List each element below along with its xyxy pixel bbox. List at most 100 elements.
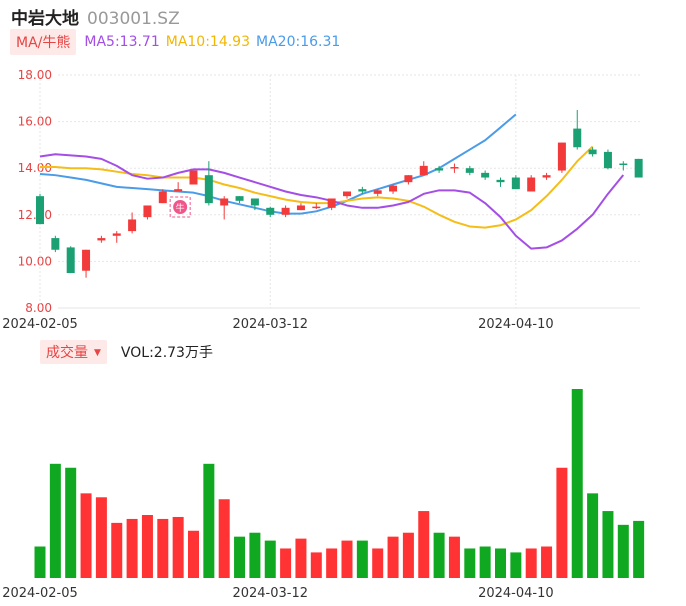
stock-header: 中岩大地 003001.SZ xyxy=(11,4,180,29)
volume-x-tick-label: 2024-04-10 xyxy=(478,586,554,601)
candle xyxy=(51,238,60,250)
candle xyxy=(97,238,106,241)
ma20-value: MA20:16.31 xyxy=(256,34,341,50)
volume-bar xyxy=(418,511,430,578)
x-tick-label: 2024-03-12 xyxy=(232,317,308,332)
volume-bar xyxy=(157,518,169,578)
candle xyxy=(573,128,582,148)
y-tick-label: 8.00 xyxy=(25,301,52,315)
candle xyxy=(511,177,520,190)
candle xyxy=(542,175,551,178)
candle xyxy=(481,172,490,178)
candle xyxy=(419,165,428,176)
candle xyxy=(112,233,121,236)
volume-value: VOL:2.73万手 xyxy=(120,345,213,361)
y-tick-label: 16.00 xyxy=(18,115,52,129)
candle xyxy=(389,185,398,192)
volume-bar xyxy=(264,540,276,578)
volume-bar xyxy=(556,467,568,578)
candle xyxy=(36,196,44,225)
bull-icon-label: 牛 xyxy=(176,202,185,214)
volume-x-tick-label: 2024-02-05 xyxy=(2,586,78,601)
volume-bar xyxy=(295,538,307,578)
volume-bar xyxy=(249,532,261,578)
x-tick-label: 2024-04-10 xyxy=(478,317,554,332)
volume-legend: 成交量 ▼ VOL:2.73万手 xyxy=(40,340,213,364)
volume-bar xyxy=(126,518,138,578)
candle xyxy=(634,158,643,178)
candle xyxy=(527,177,536,192)
volume-bar xyxy=(141,515,153,578)
ma-indicator-selector[interactable]: MA/牛熊 xyxy=(10,29,77,55)
candle xyxy=(327,198,336,208)
y-tick-label: 12.00 xyxy=(18,208,52,222)
volume-indicator-selector[interactable]: 成交量 ▼ xyxy=(40,340,107,364)
bull-icon-badge xyxy=(173,200,188,214)
ma5-value: MA5:13.71 xyxy=(84,34,160,50)
volume-bar xyxy=(479,546,491,578)
candle xyxy=(143,205,152,218)
volume-bar xyxy=(495,548,506,578)
candle xyxy=(435,168,444,171)
candle xyxy=(220,198,229,206)
candle xyxy=(373,190,382,194)
price-chart[interactable]: 8.00 10.00 12.00 14.00 16.00 18.00 2024-02-05 2… xyxy=(0,0,686,340)
volume-tag-label: 成交量 xyxy=(46,345,88,361)
volume-bar xyxy=(571,389,583,578)
volume-bar xyxy=(448,536,460,578)
volume-bar xyxy=(218,499,230,578)
volume-bar xyxy=(111,522,123,578)
volume-bar xyxy=(510,552,522,578)
bull-icon-frame xyxy=(169,196,191,218)
candle xyxy=(358,189,367,192)
candle xyxy=(603,151,612,169)
candle xyxy=(235,196,244,201)
x-tick-label: 2024-02-05 xyxy=(2,317,78,332)
volume-bar xyxy=(387,536,399,578)
candle xyxy=(189,170,198,185)
volume-bar xyxy=(602,511,614,578)
candle xyxy=(496,179,505,183)
caret-down-icon: ▼ xyxy=(94,348,101,358)
candle xyxy=(404,175,413,183)
volume-bar xyxy=(34,546,46,578)
candle xyxy=(296,205,305,211)
volume-bar xyxy=(203,463,215,578)
candle xyxy=(619,163,628,166)
volume-bar xyxy=(372,548,384,578)
volume-bar xyxy=(310,552,322,578)
candle xyxy=(82,249,91,271)
volume-bar xyxy=(188,530,199,578)
volume-bar xyxy=(80,493,92,578)
volume-bar xyxy=(617,524,629,578)
candle xyxy=(450,167,459,169)
candle xyxy=(343,191,351,197)
y-tick-label: 14.00 xyxy=(18,161,52,175)
volume-bar xyxy=(49,463,61,578)
candle xyxy=(312,206,321,209)
volume-bar xyxy=(95,497,107,578)
candle xyxy=(174,189,183,192)
volume-bar xyxy=(172,516,184,578)
volume-bar xyxy=(326,548,338,578)
candle xyxy=(266,207,275,215)
volume-bar xyxy=(525,548,537,578)
candle xyxy=(281,207,290,215)
candle xyxy=(557,142,566,171)
volume-bar xyxy=(587,493,599,578)
volume-bar xyxy=(464,548,476,578)
candle xyxy=(204,175,213,204)
ma10-value: MA10:14.93 xyxy=(165,34,251,50)
candle xyxy=(128,219,137,232)
candle xyxy=(250,198,259,206)
volume-bar xyxy=(433,532,445,578)
candle xyxy=(465,168,474,173)
volume-bar xyxy=(356,540,368,578)
volume-bar xyxy=(402,532,414,578)
candle xyxy=(158,191,167,204)
candle xyxy=(66,247,75,274)
volume-bar xyxy=(633,520,645,578)
volume-x-tick-label: 2024-03-12 xyxy=(232,586,308,601)
candle xyxy=(588,149,597,155)
stock-code: 003001.SZ xyxy=(87,9,180,29)
